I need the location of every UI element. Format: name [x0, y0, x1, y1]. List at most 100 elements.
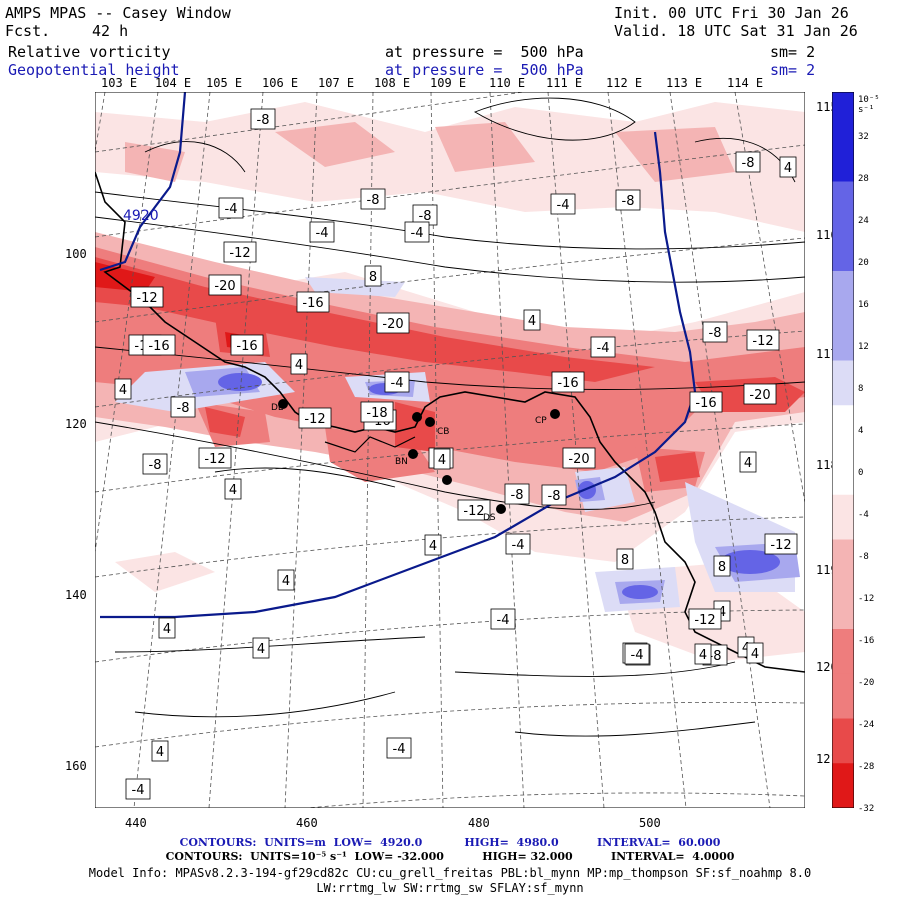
contour-value-label: -8 [142, 453, 168, 475]
contour-value-label: -20 [743, 383, 777, 405]
height-contour-main [100, 131, 697, 619]
longitude-line [284, 92, 318, 808]
contour-value-label: 4 [739, 451, 757, 473]
station-markers [278, 399, 560, 514]
contour-value-label: -20 [376, 312, 410, 334]
colorbar-band [832, 136, 854, 182]
station-dot [408, 449, 418, 459]
station-dot [412, 412, 422, 422]
colorbar-tick-label: 4 [858, 426, 864, 436]
svg-text:-8: -8 [709, 649, 722, 664]
longitude-line [133, 92, 211, 808]
colorbar-tick-label: 28 [858, 174, 869, 184]
svg-text:8: 8 [369, 270, 377, 285]
contour-value-label: -8 [360, 188, 386, 210]
contour-value-label: 4 [746, 642, 764, 664]
footer-model-info-2: LW:rrtmg_lw SW:rrtmg_sw SFLAY:sf_mynn [316, 881, 584, 895]
init-time: Init. 00 UTC Fri 30 Jan 26 [614, 4, 849, 22]
contour-value-label: -16 [296, 291, 330, 313]
contour-value-label: 4 [158, 617, 176, 639]
lon-label: 113 E [666, 76, 703, 90]
lon-label: 112 E [606, 76, 643, 90]
field-geopotential: Geopotential height [8, 61, 180, 79]
pressure-geopotential: at pressure = 500 hPa [385, 61, 584, 79]
svg-text:-4: -4 [411, 226, 424, 241]
height-contour-west [99, 92, 187, 272]
contour-value-label: -4 [490, 608, 516, 630]
contour-value-label: -4 [404, 221, 430, 243]
contour-value-label: 8 [713, 555, 731, 577]
svg-text:4: 4 [742, 641, 750, 656]
colorbar-tick-label: -4 [858, 510, 869, 520]
station-label: DS [483, 513, 496, 523]
lon-label: 103 E [101, 76, 138, 90]
colorbar-band [832, 763, 854, 808]
svg-text:-18: -18 [366, 406, 387, 421]
contour-value-label: -12 [198, 447, 232, 469]
latitude-line [95, 237, 805, 323]
contour-value-label: -4 [624, 643, 650, 665]
svg-text:-8: -8 [709, 326, 722, 341]
station-label: DE [271, 403, 284, 413]
svg-text:-8: -8 [149, 458, 162, 473]
svg-text:-4: -4 [393, 742, 406, 757]
colorbar-band [832, 315, 854, 361]
svg-text:4: 4 [257, 642, 265, 657]
contour-value-label: -16 [230, 334, 264, 356]
contour-value-label: -4 [505, 533, 531, 555]
contour-value-label: -16 [142, 334, 176, 356]
colorbar-band [832, 92, 854, 138]
svg-text:-8: -8 [367, 193, 380, 208]
colorbar-band [832, 673, 854, 719]
colorbar-band [832, 450, 854, 496]
contour-value-label: -12 [688, 608, 722, 630]
lon-label: 105 E [206, 76, 243, 90]
lon-label: 108 E [374, 76, 411, 90]
colorbar-tick-label: 20 [858, 258, 869, 268]
colorbar-band [832, 271, 854, 317]
colorbar-tick-label: 24 [858, 216, 869, 226]
forecast-label: Fcst. [5, 22, 51, 40]
lon-label: 111 E [546, 76, 583, 90]
svg-text:-4: -4 [391, 376, 404, 391]
colorbar [832, 92, 854, 808]
contour-value-label: -8 [250, 108, 276, 130]
svg-text:-12: -12 [752, 334, 773, 349]
svg-text:4: 4 [699, 648, 707, 663]
colorbar-band [832, 181, 854, 227]
coastline-inner [324, 436, 416, 453]
svg-text:4: 4 [751, 647, 759, 662]
pressure-vorticity: at pressure = 500 hPa [385, 43, 584, 61]
contour-value-label: -12 [764, 533, 798, 555]
latitude-line [95, 92, 527, 153]
contour-value-label: -8 [541, 484, 567, 506]
svg-text:4: 4 [438, 453, 446, 468]
station-dot [278, 399, 288, 409]
contour-value-label: -12 [223, 241, 257, 263]
svg-text:-8: -8 [548, 489, 561, 504]
svg-text:-12: -12 [304, 412, 325, 427]
contour-label-layer: -8 -8 -8 -4 -4 -4 -8 -8 -4 4 -20 -12 -16 8 -12 -12 -16 -2… [114, 108, 798, 800]
lon-label: 107 E [318, 76, 355, 90]
contour-value-label: 4 [694, 643, 712, 665]
contour-value-label: 4 [114, 378, 132, 400]
svg-text:-8: -8 [511, 488, 524, 503]
svg-text:4: 4 [784, 161, 792, 176]
colorbar-tick-label: 32 [858, 132, 869, 142]
svg-text:-4: -4 [316, 226, 329, 241]
svg-text:-8: -8 [257, 113, 270, 128]
colorbar-band [832, 718, 854, 764]
station-dot [496, 504, 506, 514]
svg-text:-12: -12 [770, 538, 791, 553]
contour-value-label: -12 [746, 329, 780, 351]
contour-value-label: 4 [290, 353, 308, 375]
latitude-line [302, 792, 805, 808]
colorbar-band [832, 539, 854, 585]
y-tick-label: 120 [65, 417, 87, 431]
vorticity-map: -8 -8 -8 -4 -4 -4 -8 -8 -4 4 -20 -12 -16 8 -12 -12 -16 -2… [95, 92, 805, 808]
svg-text:-8: -8 [177, 401, 190, 416]
svg-text:-12: -12 [136, 291, 157, 306]
y-tick-label: 140 [65, 588, 87, 602]
svg-text:4: 4 [718, 605, 726, 620]
station-label-layer: DE CB CP BN DS [271, 403, 547, 523]
